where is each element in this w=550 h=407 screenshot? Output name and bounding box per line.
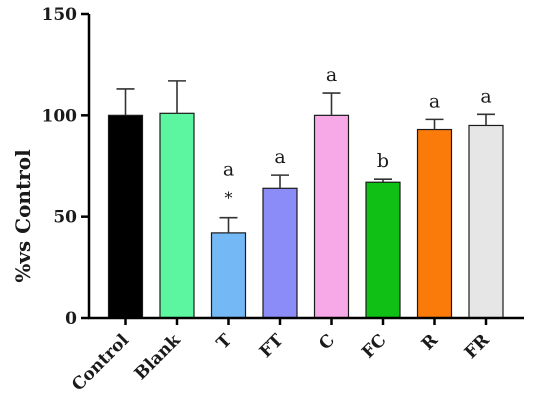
category-label-r: R: [418, 330, 443, 355]
bar-fr: [468, 124, 504, 319]
category-label-fr: FR: [461, 330, 494, 363]
bars: [107, 80, 504, 319]
bar-r: [416, 128, 453, 319]
y-axis-ticks: 0 50 100 150: [42, 5, 89, 329]
y-tick-label: 50: [53, 208, 77, 228]
group-letter-fc: b: [377, 150, 389, 172]
bar-c: [313, 114, 350, 319]
bar-control: [107, 114, 144, 319]
category-label-fc: FC: [358, 330, 390, 362]
category-label-c: C: [315, 330, 339, 354]
group-letter-ft: a: [274, 146, 285, 168]
group-letter-fr: a: [480, 85, 491, 107]
group-letter-t: a: [223, 159, 234, 181]
bar-blank: [159, 112, 195, 319]
group-letter-r: a: [429, 90, 440, 112]
bar-t: [210, 232, 247, 319]
bar-ft: [262, 187, 298, 319]
y-tick-label: 150: [42, 5, 78, 25]
group-letter-c: a: [326, 64, 337, 86]
category-label-blank: Blank: [131, 330, 186, 385]
annotations: * a a a b a a: [223, 64, 492, 208]
category-label-control: Control: [68, 330, 133, 395]
y-tick-label: 0: [65, 309, 77, 329]
category-label-ft: FT: [256, 330, 288, 362]
bar-fc: [365, 181, 401, 319]
significance-marker: *: [225, 189, 233, 208]
y-tick-label: 100: [42, 106, 78, 126]
category-label-t: T: [213, 330, 236, 353]
y-axis-label: %vs Control: [11, 149, 35, 283]
